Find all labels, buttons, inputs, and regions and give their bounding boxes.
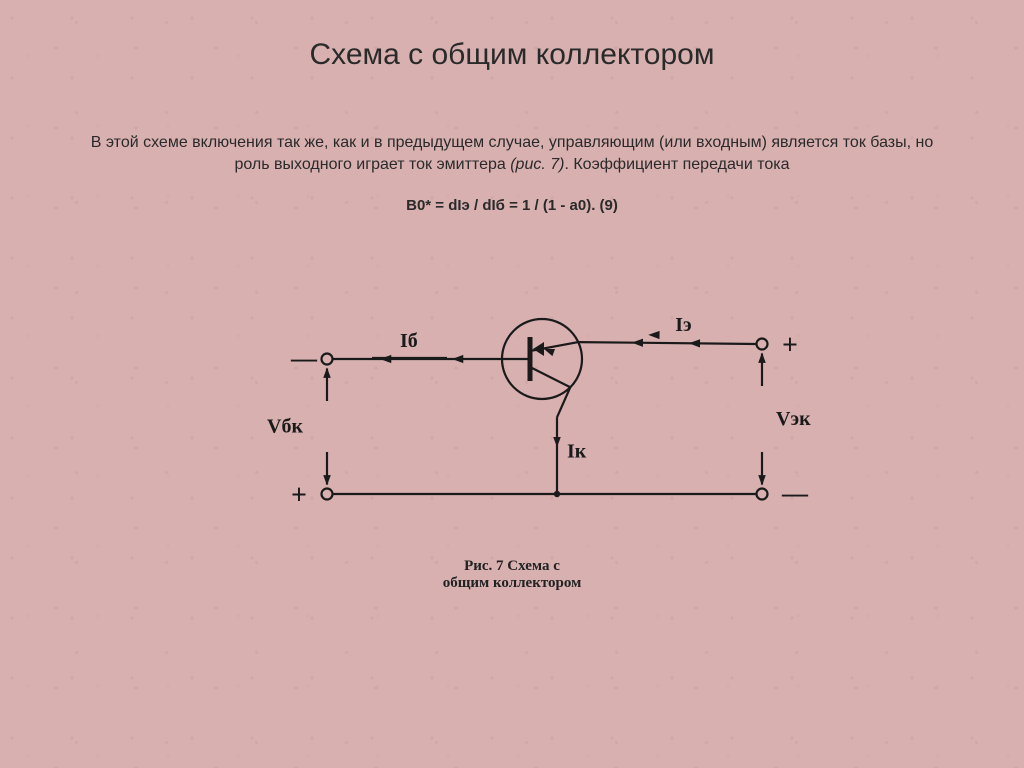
svg-text:Iэ: Iэ xyxy=(675,314,691,336)
circuit-diagram: Iб Iэ Iк Vбк Vэк — + + — xyxy=(0,264,1024,544)
desc-part2: . Коэффициент передачи тока xyxy=(564,156,789,173)
caption-line1: Рис. 7 Схема с xyxy=(464,558,560,574)
svg-text:Iб: Iб xyxy=(400,330,418,352)
svg-text:—: — xyxy=(781,479,809,508)
description: В этой схеме включения так же, как и в п… xyxy=(72,132,952,175)
svg-text:+: + xyxy=(782,330,798,361)
svg-text:+: + xyxy=(291,480,307,511)
caption-line2: общим коллектором xyxy=(443,575,582,591)
formula: B0* = dIэ / dIб = 1 / (1 - a0). (9) xyxy=(0,197,1024,214)
page-title: Схема с общим коллектором xyxy=(0,0,1024,72)
svg-text:Vэк: Vэк xyxy=(776,408,811,430)
desc-italic: (рис. 7) xyxy=(510,156,564,173)
svg-text:Vбк: Vбк xyxy=(267,416,303,438)
svg-text:—: — xyxy=(290,344,318,373)
circuit-svg: Iб Iэ Iк Vбк Vэк — + + — xyxy=(202,264,822,544)
svg-text:Iк: Iк xyxy=(567,440,587,462)
figure-caption: Рис. 7 Схема с общим коллектором xyxy=(0,558,1024,592)
